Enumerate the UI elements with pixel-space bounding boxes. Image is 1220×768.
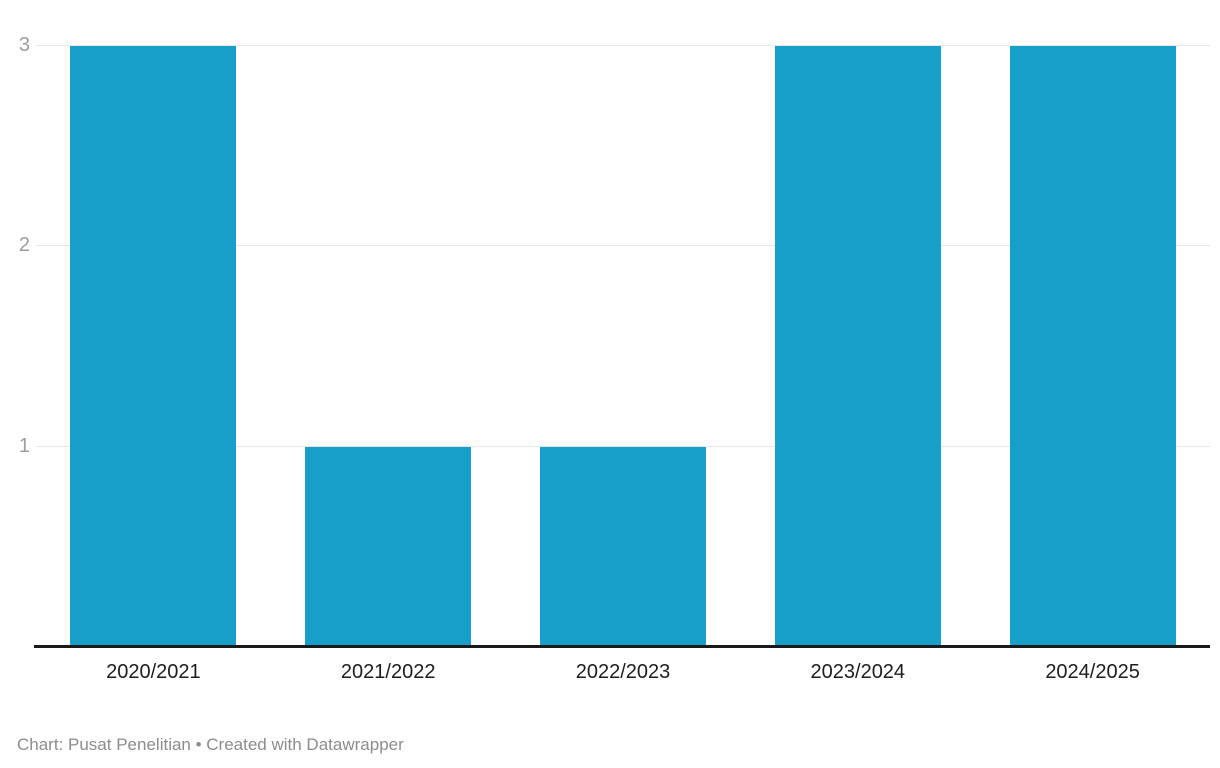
x-axis-line [34,645,1210,648]
y-tick-label-2: 2 [18,234,30,257]
x-axis-label-2024-2025: 2024/2025 [1045,661,1140,683]
chart-footer-credit: Chart: Pusat Penelitian • Created with D… [17,735,404,754]
y-tick-label-1: 1 [18,434,30,457]
gridline-y-1 [36,445,1210,447]
gridline-y-3 [36,45,1210,46]
x-axis-label-2020-2021: 2020/2021 [106,661,201,683]
gridline-y-2 [36,245,1210,247]
x-axis-label-2022-2023: 2022/2023 [575,661,671,683]
x-axis-label-2023-2024: 2023/2024 [810,661,906,683]
x-axis-label-2021-2022: 2021/2022 [340,661,436,683]
bar-2024-2025 [1009,46,1176,647]
bar-2022-2023 [539,446,706,647]
plot-area: 1 2 3 [18,34,1210,647]
y-tick-label-3: 3 [18,34,30,56]
bar-2021-2022 [305,446,472,647]
bar-2020-2021 [70,46,237,647]
bar-2023-2024 [774,46,941,647]
